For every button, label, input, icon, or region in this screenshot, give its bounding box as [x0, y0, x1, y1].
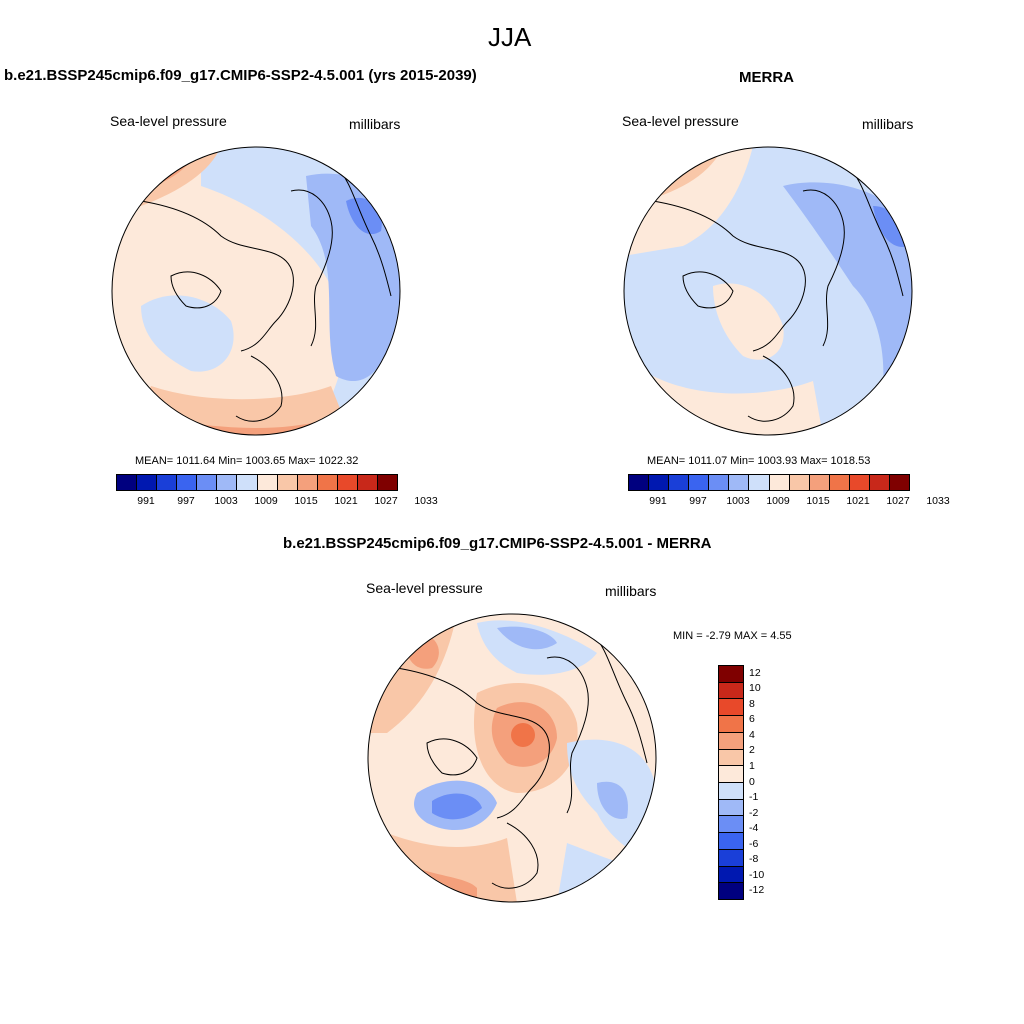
- colorbar-segment: [719, 849, 743, 867]
- colorbar-tick-label: -4: [749, 822, 759, 835]
- colorbar-segment: [317, 475, 338, 490]
- colorbar-segment: [719, 666, 743, 683]
- colorbar-segment: [729, 475, 750, 490]
- colorbar-segment: [719, 749, 743, 767]
- colorbar-tick-label: 991: [649, 495, 667, 507]
- obs-panel-units-label: millibars: [862, 116, 914, 132]
- figure-title: JJA: [488, 22, 532, 52]
- colorbar-tick-label: 1027: [886, 495, 910, 507]
- colorbar-segment: [849, 475, 870, 490]
- colorbar-segment: [789, 475, 810, 490]
- colorbar-segment: [719, 783, 743, 800]
- colorbar-tick-label: 1009: [254, 495, 278, 507]
- colorbar-tick-label: -12: [749, 884, 765, 897]
- colorbar-segment: [297, 475, 318, 490]
- colorbar-segment: [869, 475, 891, 490]
- colorbar-segment: [719, 682, 743, 700]
- model-colorbar: [116, 474, 398, 491]
- colorbar-tick-label: -10: [749, 868, 765, 881]
- colorbar-segment: [719, 866, 743, 884]
- colorbar-segment: [719, 732, 743, 750]
- colorbar-segment: [117, 475, 138, 490]
- obs-colorbar: [628, 474, 910, 491]
- colorbar-segment: [769, 475, 790, 490]
- colorbar-tick-label: 1021: [846, 495, 870, 507]
- colorbar-segment: [719, 833, 743, 850]
- obs-panel-field-label: Sea-level pressure: [622, 113, 739, 129]
- colorbar-tick-label: 997: [689, 495, 707, 507]
- diff-panel-field-label: Sea-level pressure: [366, 580, 483, 596]
- colorbar-tick-label: 8: [749, 697, 755, 710]
- colorbar-segment: [829, 475, 850, 490]
- colorbar-segment: [197, 475, 218, 490]
- diff-panel-units-label: millibars: [605, 583, 657, 599]
- colorbar-segment: [277, 475, 298, 490]
- model-panel-header: b.e21.BSSP245cmip6.f09_g17.CMIP6-SSP2-4.…: [4, 67, 477, 84]
- colorbar-tick-label: 1021: [334, 495, 358, 507]
- colorbar-segment: [669, 475, 690, 490]
- diff-panel-header: b.e21.BSSP245cmip6.f09_g17.CMIP6-SSP2-4.…: [283, 535, 712, 552]
- colorbar-tick-label: 991: [137, 495, 155, 507]
- colorbar-tick-label: -8: [749, 853, 759, 866]
- obs-colorbar-ticks: 991 997 1003 1009 1015 1021 1027 1033: [628, 495, 949, 509]
- colorbar-segment: [649, 475, 670, 490]
- colorbar-tick-label: 1033: [414, 495, 438, 507]
- colorbar-segment: [157, 475, 178, 490]
- model-panel-stats: MEAN= 1011.64 Min= 1003.65 Max= 1022.32: [135, 455, 359, 467]
- obs-polar-map: [623, 146, 913, 436]
- colorbar-tick-label: 2: [749, 744, 755, 757]
- colorbar-segment: [719, 799, 743, 817]
- diff-panel-stats: MIN = -2.79 MAX = 4.55: [673, 630, 792, 642]
- colorbar-segment: [749, 475, 770, 490]
- model-colorbar-ticks: 991 997 1003 1009 1015 1021 1027 1033: [116, 495, 437, 509]
- colorbar-segment: [217, 475, 238, 490]
- colorbar-tick-label: 1009: [766, 495, 790, 507]
- diff-colorbar: [718, 665, 744, 900]
- model-polar-map: [111, 146, 401, 436]
- colorbar-segment: [709, 475, 730, 490]
- colorbar-segment: [177, 475, 198, 490]
- colorbar-segment: [719, 883, 743, 900]
- colorbar-tick-label: 1027: [374, 495, 398, 507]
- colorbar-tick-label: 10: [749, 682, 761, 695]
- colorbar-tick-label: -2: [749, 806, 759, 819]
- colorbar-segment: [337, 475, 358, 490]
- colorbar-segment: [137, 475, 158, 490]
- colorbar-tick-label: -1: [749, 791, 759, 804]
- colorbar-segment: [257, 475, 278, 490]
- obs-panel-stats: MEAN= 1011.07 Min= 1003.93 Max= 1018.53: [647, 455, 871, 467]
- colorbar-segment: [890, 475, 910, 490]
- colorbar-tick-label: 1015: [294, 495, 318, 507]
- colorbar-tick-label: 1003: [726, 495, 750, 507]
- colorbar-segment: [357, 475, 379, 490]
- colorbar-tick-label: 0: [749, 775, 755, 788]
- colorbar-segment: [719, 816, 743, 834]
- colorbar-tick-label: 4: [749, 728, 755, 741]
- colorbar-segment: [629, 475, 650, 490]
- colorbar-segment: [378, 475, 398, 490]
- diff-colorbar-ticks: 12 10 8 6 4 2 1 0 -1 -2 -4 -6 -8 -10 -12: [749, 665, 779, 898]
- colorbar-tick-label: 1015: [806, 495, 830, 507]
- colorbar-tick-label: 1003: [214, 495, 238, 507]
- colorbar-tick-label: 1033: [926, 495, 950, 507]
- model-panel-units-label: millibars: [349, 116, 401, 132]
- colorbar-segment: [719, 716, 743, 733]
- colorbar-tick-label: 997: [177, 495, 195, 507]
- colorbar-tick-label: -6: [749, 837, 759, 850]
- colorbar-segment: [689, 475, 710, 490]
- colorbar-segment: [719, 766, 743, 784]
- colorbar-tick-label: 1: [749, 759, 755, 772]
- colorbar-tick-label: 12: [749, 666, 761, 679]
- diff-polar-map: [367, 613, 657, 903]
- colorbar-segment: [237, 475, 258, 490]
- model-panel-field-label: Sea-level pressure: [110, 113, 227, 129]
- obs-panel-header: MERRA: [739, 69, 794, 86]
- colorbar-segment: [719, 699, 743, 717]
- colorbar-tick-label: 6: [749, 713, 755, 726]
- colorbar-segment: [809, 475, 830, 490]
